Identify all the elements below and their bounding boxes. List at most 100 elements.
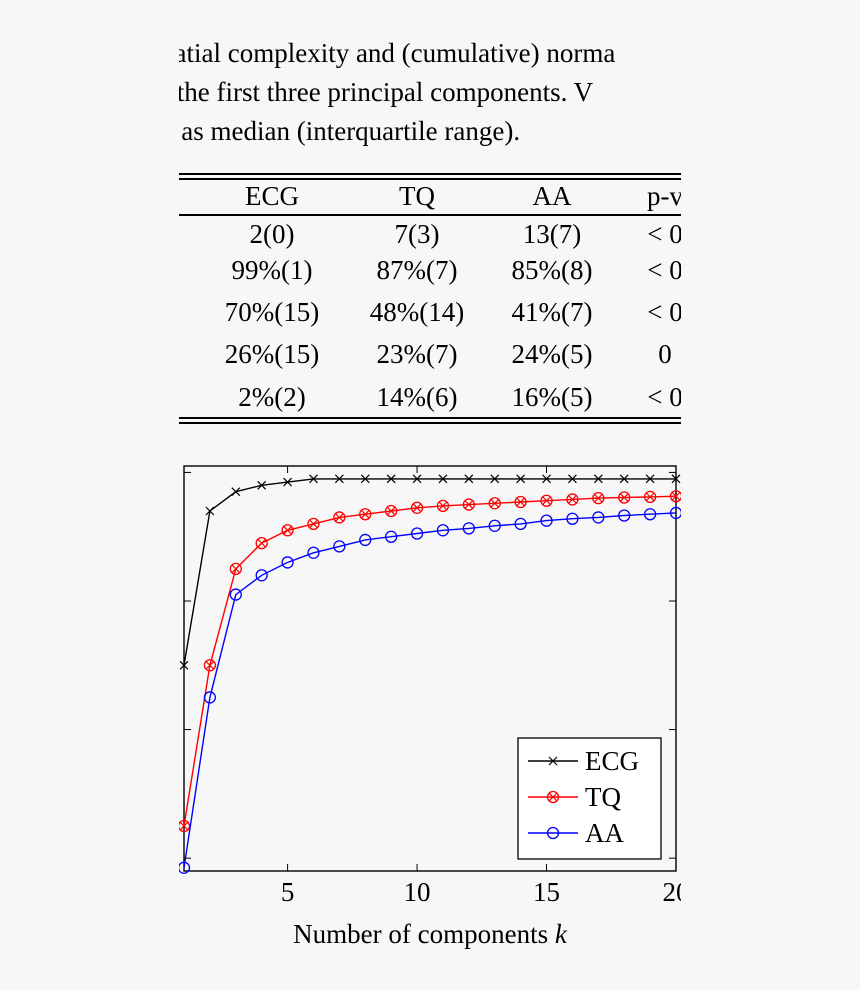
plot-frame <box>183 465 677 872</box>
table-cell: < 0 <box>647 255 681 285</box>
series-line-tq <box>183 495 677 827</box>
table-bottom-rule <box>179 417 681 419</box>
data-point-aa <box>566 512 579 525</box>
data-point-ecg <box>516 474 526 484</box>
caption-line: r the first three principal components. … <box>179 77 594 107</box>
data-point-aa <box>669 506 681 520</box>
table-cell: < 0 <box>647 297 681 327</box>
legend-label: AA <box>585 818 624 848</box>
data-point-aa <box>540 514 553 527</box>
table-cell: 7(3) <box>394 219 440 249</box>
paper-crop: patial complexity and (cumulative) norma… <box>179 0 681 990</box>
data-point-aa <box>255 569 268 582</box>
x-tick-label: 10 <box>404 877 431 907</box>
data-point-ecg <box>283 477 293 487</box>
table-header-aa: AA <box>532 181 572 211</box>
series-line-aa <box>183 512 677 868</box>
table-header-ecg: ECG <box>245 181 299 211</box>
data-point-aa <box>203 691 217 704</box>
data-point-ecg <box>671 474 681 484</box>
data-point-tq <box>592 491 605 505</box>
data-point-ecg <box>205 506 215 516</box>
table-caption: patial complexity and (cumulative) norma… <box>179 34 681 151</box>
data-point-ecg <box>309 474 318 484</box>
x-tick-label: 15 <box>533 877 560 907</box>
table-cell: 41%(7) <box>511 297 593 327</box>
data-point-ecg <box>490 474 500 484</box>
table-header-pvalue: p-v <box>647 181 681 211</box>
table-cell: < 0 <box>647 219 681 249</box>
table-top-rule <box>179 173 681 175</box>
legend-box <box>517 737 662 860</box>
data-point-tq <box>488 497 501 510</box>
data-point-ecg <box>645 474 655 484</box>
table-cell: 13(7) <box>522 219 582 249</box>
legend-label: ECG <box>585 746 639 776</box>
table-cell: 23%(7) <box>376 339 458 369</box>
data-point-ecg <box>386 474 396 484</box>
data-point-aa <box>333 540 346 553</box>
x-tick-label: 5 <box>281 877 295 907</box>
data-point-aa <box>229 588 242 601</box>
data-point-tq <box>179 819 191 833</box>
data-point-aa <box>385 530 398 543</box>
data-point-ecg <box>257 480 267 490</box>
data-point-aa <box>488 519 501 532</box>
table-header-tq: TQ <box>399 181 435 211</box>
data-point-aa <box>410 527 424 540</box>
data-point-ecg <box>542 474 551 484</box>
table-cell: 26%(15) <box>224 339 320 369</box>
data-point-aa <box>643 508 657 521</box>
table-cell: 99%(1) <box>231 255 313 285</box>
data-point-ecg <box>464 474 474 484</box>
legend-marker <box>546 790 560 804</box>
table-cell: 87%(7) <box>376 255 458 285</box>
table-cell: 2%(2) <box>238 382 306 412</box>
data-point-tq <box>255 536 268 550</box>
series-line-ecg <box>183 478 676 666</box>
data-point-tq <box>333 511 346 524</box>
data-point-tq <box>669 490 681 503</box>
legend-marker <box>546 826 560 840</box>
data-point-aa <box>592 511 605 524</box>
legend-marker <box>548 756 558 766</box>
data-point-tq <box>514 495 527 509</box>
data-point-tq <box>307 517 320 531</box>
data-point-aa <box>436 524 450 537</box>
table-cell: 16%(5) <box>511 382 593 412</box>
data-point-tq <box>643 490 657 504</box>
data-point-aa <box>307 546 320 559</box>
table-top-rule <box>179 178 681 180</box>
table-cell: 2(0) <box>249 219 295 249</box>
x-axis-label: Number of components k <box>293 919 568 949</box>
table-cell: 48%(14) <box>369 297 465 327</box>
table-cell: 0 <box>658 339 672 369</box>
data-point-tq <box>566 493 579 506</box>
caption-line: patial complexity and (cumulative) norma <box>179 38 616 68</box>
table-mid-rule <box>179 214 681 216</box>
table-cell: 85%(8) <box>511 255 593 285</box>
table-bottom-rule <box>179 422 681 424</box>
table-cell: 24%(5) <box>511 339 593 369</box>
data-point-tq <box>359 508 372 521</box>
data-point-tq <box>462 498 475 511</box>
data-point-tq <box>436 499 450 513</box>
x-tick-label: 20 <box>663 877 682 907</box>
table-cell: < 0 <box>647 382 681 412</box>
data-point-aa <box>281 556 294 569</box>
data-point-ecg <box>179 660 189 670</box>
data-point-tq <box>618 491 631 504</box>
data-point-ecg <box>593 474 603 484</box>
caption-line: d as median (interquartile range). <box>179 116 521 146</box>
data-point-aa <box>179 861 191 874</box>
data-point-tq <box>540 494 553 507</box>
data-point-tq <box>281 524 294 537</box>
data-point-ecg <box>619 474 629 484</box>
data-point-aa <box>462 522 475 535</box>
data-point-aa <box>359 533 372 547</box>
data-point-ecg <box>567 474 577 484</box>
table-cell: 14%(6) <box>376 382 458 412</box>
table-cell: 70%(15) <box>224 297 320 327</box>
data-point-aa <box>618 509 631 522</box>
data-point-ecg <box>360 474 370 484</box>
